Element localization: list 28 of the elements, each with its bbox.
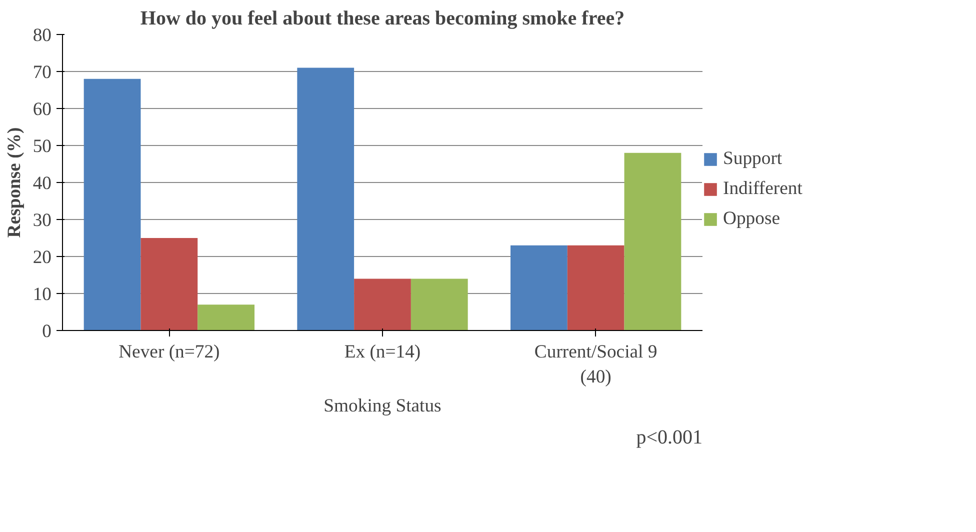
y-tick-label: 60 — [32, 99, 52, 120]
y-tick-label: 30 — [32, 210, 52, 231]
legend-label: Support — [723, 148, 782, 170]
y-tick-label: 20 — [32, 247, 52, 268]
bar — [297, 68, 354, 330]
y-tick-label: 50 — [32, 136, 52, 157]
y-tick-label: 40 — [32, 173, 52, 194]
x-axis-title: Smoking Status — [324, 396, 442, 417]
y-tick-label: 10 — [32, 284, 52, 305]
bar — [354, 278, 411, 330]
bar — [198, 304, 254, 330]
bar — [624, 152, 682, 330]
legend-label: Oppose — [723, 208, 780, 230]
y-axis-title: Response (%) — [4, 127, 25, 238]
bar — [510, 245, 568, 330]
bar — [410, 278, 468, 330]
y-tick-label: 80 — [32, 25, 52, 46]
legend-label: Indifferent — [723, 178, 802, 200]
y-tick-label: 0 — [42, 321, 52, 342]
bar — [140, 238, 198, 330]
x-tick-label: Current/Social 9 (40) — [534, 342, 658, 388]
y-tick-label: 70 — [32, 62, 52, 83]
text: p<0.001 — [636, 426, 702, 448]
bar — [84, 78, 141, 330]
x-tick-label: Ex (n=14) — [344, 342, 421, 362]
x-tick-label: Never (n=72) — [118, 342, 220, 362]
chart-title: How do you feel about these areas becoming smoke free? — [140, 8, 625, 30]
bar — [567, 245, 624, 330]
